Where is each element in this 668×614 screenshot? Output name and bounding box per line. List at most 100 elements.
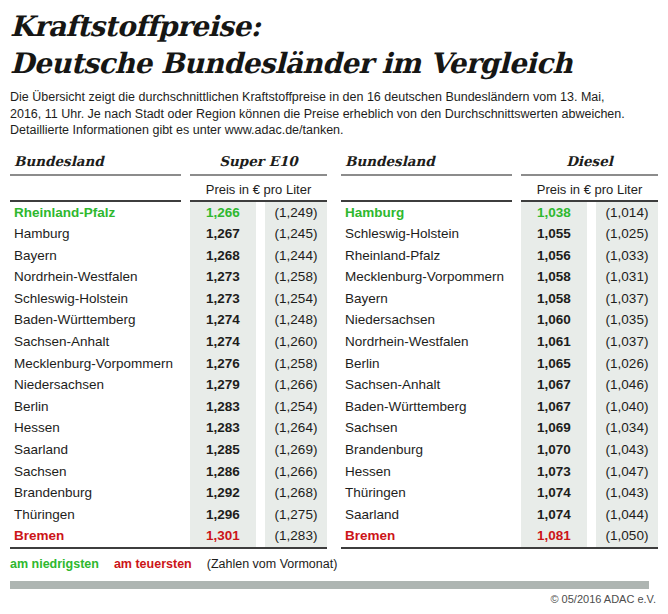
bundesland-cell: Schleswig-Holstein bbox=[10, 288, 181, 310]
prev-price-cell: (1,043) bbox=[596, 482, 658, 504]
price-cell: 1,283 bbox=[190, 396, 256, 418]
bundesland-cell: Thüringen bbox=[10, 504, 181, 526]
bundesland-cell: Baden-Württemberg bbox=[10, 309, 181, 331]
table-bottom-rule bbox=[341, 547, 658, 549]
legend-note: (Zahlen vom Vormonat) bbox=[207, 557, 338, 571]
bundesland-cell: Sachsen bbox=[10, 461, 181, 483]
table-header-super-e10: Bundesland Super E10 Preis in € pro Lite… bbox=[10, 151, 327, 202]
price-cell: 1,067 bbox=[521, 374, 587, 396]
prev-price-cell: (1,249) bbox=[265, 202, 327, 224]
bundesland-cell: Nordrhein-Westfalen bbox=[341, 331, 512, 353]
bundesland-cell: Berlin bbox=[341, 353, 512, 375]
prev-price-cell: (1,275) bbox=[265, 504, 327, 526]
intro-line-2: 2016, 11 Uhr. Je nach Stadt oder Region … bbox=[10, 106, 658, 123]
prev-price-cell: (1,025) bbox=[596, 223, 658, 245]
table-bottom-rule bbox=[10, 547, 327, 549]
prev-price-cell: (1,258) bbox=[265, 266, 327, 288]
bundesland-cell: Rheinland-Pfalz bbox=[10, 202, 181, 224]
bundesland-cell: Bremen bbox=[341, 525, 512, 547]
intro-line-1: Die Übersicht zeigt die durchschnittlich… bbox=[10, 89, 658, 106]
prev-price-cell: (1,034) bbox=[596, 417, 658, 439]
prev-price-cell: (1,037) bbox=[596, 331, 658, 353]
prev-price-cell: (1,268) bbox=[265, 482, 327, 504]
price-cell: 1,038 bbox=[521, 202, 587, 224]
prev-price-cell: (1,046) bbox=[596, 374, 658, 396]
footer-bar bbox=[10, 581, 649, 589]
prev-price-cell: (1,258) bbox=[265, 353, 327, 375]
bundesland-cell: Niedersachsen bbox=[341, 309, 512, 331]
bundesland-cell: Berlin bbox=[10, 396, 181, 418]
price-cell: 1,283 bbox=[190, 417, 256, 439]
price-cell: 1,279 bbox=[190, 374, 256, 396]
price-cell: 1,055 bbox=[521, 223, 587, 245]
price-cell: 1,267 bbox=[190, 223, 256, 245]
table-body-super-e10: Rheinland-Pfalz 1,266 (1,249) Hamburg 1,267 (… bbox=[10, 202, 327, 548]
price-cell: 1,273 bbox=[190, 266, 256, 288]
bundesland-cell: Brandenburg bbox=[10, 482, 181, 504]
prev-price-cell: (1,035) bbox=[596, 309, 658, 331]
price-cell: 1,276 bbox=[190, 353, 256, 375]
price-cell: 1,266 bbox=[190, 202, 256, 224]
prev-price-cell: (1,047) bbox=[596, 461, 658, 483]
legend-highest-label: am teuersten bbox=[114, 557, 192, 571]
prev-price-cell: (1,014) bbox=[596, 202, 658, 224]
price-cell: 1,273 bbox=[190, 288, 256, 310]
bundesland-cell: Baden-Württemberg bbox=[341, 396, 512, 418]
bundesland-cell: Brandenburg bbox=[341, 439, 512, 461]
bundesland-cell: Niedersachsen bbox=[10, 374, 181, 396]
price-cell: 1,268 bbox=[190, 245, 256, 267]
column-header-fuel: Super E10 bbox=[190, 151, 327, 176]
price-tables: Bundesland Super E10 Preis in € pro Lite… bbox=[10, 151, 658, 550]
bundesland-cell: Bremen bbox=[10, 525, 181, 547]
bundesland-cell: Saarland bbox=[341, 504, 512, 526]
bundesland-cell: Hamburg bbox=[10, 223, 181, 245]
price-cell: 1,074 bbox=[521, 504, 587, 526]
table-diesel: Bundesland Diesel Preis in € pro Liter H… bbox=[341, 151, 658, 550]
prev-price-cell: (1,037) bbox=[596, 288, 658, 310]
bundesland-cell: Rheinland-Pfalz bbox=[341, 245, 512, 267]
copyright-text: © 05/2016 ADAC e.V. bbox=[10, 593, 658, 605]
prev-price-cell: (1,244) bbox=[265, 245, 327, 267]
price-cell: 1,081 bbox=[521, 525, 587, 547]
price-cell: 1,292 bbox=[190, 482, 256, 504]
bundesland-cell: Schleswig-Holstein bbox=[341, 223, 512, 245]
bundesland-cell: Hessen bbox=[10, 417, 181, 439]
bundesland-cell: Nordrhein-Westfalen bbox=[10, 266, 181, 288]
prev-price-cell: (1,248) bbox=[265, 309, 327, 331]
price-cell: 1,058 bbox=[521, 266, 587, 288]
page-title-line-1: Kraftstoffpreise: bbox=[10, 8, 658, 45]
prev-price-cell: (1,245) bbox=[265, 223, 327, 245]
prev-price-cell: (1,043) bbox=[596, 439, 658, 461]
table-super-e10: Bundesland Super E10 Preis in € pro Lite… bbox=[10, 151, 327, 550]
prev-price-cell: (1,254) bbox=[265, 396, 327, 418]
legend-lowest-label: am niedrigsten bbox=[10, 557, 99, 571]
price-cell: 1,274 bbox=[190, 331, 256, 353]
price-cell: 1,274 bbox=[190, 309, 256, 331]
header-spacer bbox=[10, 176, 181, 202]
price-cell: 1,067 bbox=[521, 396, 587, 418]
price-cell: 1,285 bbox=[190, 439, 256, 461]
bundesland-cell: Saarland bbox=[10, 439, 181, 461]
page-title: Kraftstoffpreise: Deutsche Bundesländer … bbox=[10, 8, 658, 82]
prev-price-cell: (1,031) bbox=[596, 266, 658, 288]
price-cell: 1,070 bbox=[521, 439, 587, 461]
price-cell: 1,296 bbox=[190, 504, 256, 526]
prev-price-cell: (1,283) bbox=[265, 525, 327, 547]
price-cell: 1,073 bbox=[521, 461, 587, 483]
bundesland-cell: Bayern bbox=[10, 245, 181, 267]
infographic: Kraftstoffpreise: Deutsche Bundesländer … bbox=[0, 0, 668, 606]
column-header-unit: Preis in € pro Liter bbox=[521, 176, 658, 202]
legend: am niedrigsten am teuersten (Zahlen vom … bbox=[10, 557, 658, 571]
bundesland-cell: Sachsen-Anhalt bbox=[10, 331, 181, 353]
page-title-line-2: Deutsche Bundesländer im Vergleich bbox=[10, 45, 658, 82]
intro-text: Die Übersicht zeigt die durchschnittlich… bbox=[10, 89, 658, 139]
price-cell: 1,069 bbox=[521, 417, 587, 439]
bundesland-cell: Sachsen bbox=[341, 417, 512, 439]
prev-price-cell: (1,254) bbox=[265, 288, 327, 310]
prev-price-cell: (1,266) bbox=[265, 461, 327, 483]
bundesland-cell: Mecklenburg-Vorpommern bbox=[341, 266, 512, 288]
bundesland-cell: Bayern bbox=[341, 288, 512, 310]
prev-price-cell: (1,044) bbox=[596, 504, 658, 526]
prev-price-cell: (1,266) bbox=[265, 374, 327, 396]
price-cell: 1,286 bbox=[190, 461, 256, 483]
